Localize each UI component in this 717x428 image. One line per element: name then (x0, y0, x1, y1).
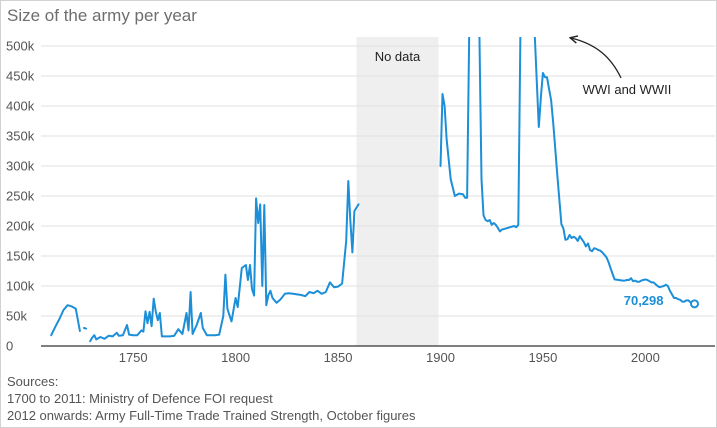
series-line (439, 37, 696, 305)
x-tick-label: 2000 (631, 350, 660, 365)
annotation-arrow (571, 38, 622, 79)
end-point-marker (690, 299, 700, 309)
y-tick-label: 350k (6, 129, 35, 144)
series-line (50, 304, 81, 337)
x-axis: 1750 1800 1850 1900 1950 2000 (119, 350, 660, 365)
line-chart: 0 50k 100k 150k 200k 250k 300k 350k 400k 450k 500k… (6, 1, 715, 365)
sources-line-2: 2012 onwards: Army Full-Time Trade Train… (7, 408, 416, 423)
y-axis: 0 50k 100k 150k 200k 250k 300k 350k 400k 450k 500k (6, 39, 35, 354)
y-tick-label: 400k (6, 99, 35, 114)
y-tick-label: 300k (6, 159, 35, 174)
y-tick-label: 0 (6, 339, 13, 354)
sources-line-1: 1700 to 2011: Ministry of Defence FOI re… (7, 391, 273, 406)
sources-heading: Sources: (7, 374, 59, 389)
no-data-label: No data (375, 49, 421, 64)
y-tick-label: 500k (6, 39, 35, 54)
y-tick-label: 100k (6, 279, 35, 294)
end-value-label: 70,298 (624, 293, 664, 308)
x-tick-label: 1800 (221, 350, 250, 365)
y-tick-label: 150k (6, 249, 35, 264)
annotation-wwi-wwii: WWI and WWII (583, 82, 672, 97)
x-tick-label: 1750 (119, 350, 148, 365)
no-data-band (356, 37, 439, 346)
y-tick-label: 50k (6, 309, 27, 324)
x-tick-label: 1950 (528, 350, 557, 365)
y-tick-label: 450k (6, 69, 35, 84)
x-tick-label: 1850 (324, 350, 353, 365)
gridlines (41, 45, 715, 347)
chart-title: Size of the army per year (7, 6, 197, 25)
sources-note: Sources: 1700 to 2011: Ministry of Defen… (7, 373, 415, 424)
series-army-size (50, 37, 696, 343)
series-line (89, 180, 360, 343)
x-tick-label: 1900 (426, 350, 455, 365)
y-tick-label: 250k (6, 189, 35, 204)
y-tick-label: 200k (6, 219, 35, 234)
series-line (83, 327, 88, 330)
